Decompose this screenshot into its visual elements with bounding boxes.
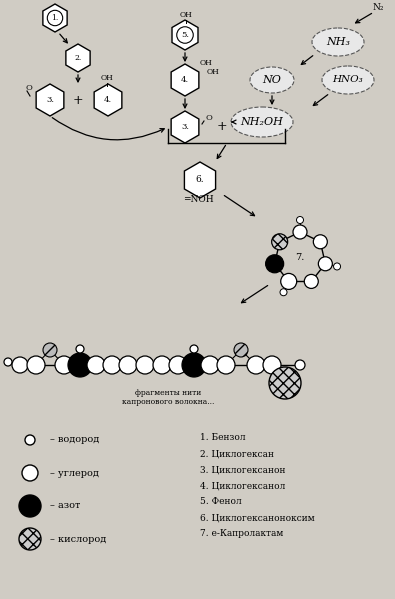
Text: 5.: 5. [181,31,189,39]
Text: капронового волокна...: капронового волокна... [122,398,214,406]
Text: 3. Циклогексанон: 3. Циклогексанон [200,465,286,474]
Text: HNO₃: HNO₃ [333,75,363,84]
Text: NH₂OH: NH₂OH [241,117,284,127]
Text: 4.: 4. [181,76,189,84]
Text: – углерод: – углерод [50,468,99,477]
Circle shape [136,356,154,374]
Text: 1. Бензол: 1. Бензол [200,434,246,443]
Polygon shape [184,162,216,198]
Circle shape [103,356,121,374]
Circle shape [269,367,301,399]
Text: N₂: N₂ [372,4,384,13]
Text: +: + [217,120,227,134]
Circle shape [295,360,305,370]
Ellipse shape [231,107,293,137]
Polygon shape [171,64,199,96]
Polygon shape [66,44,90,72]
Text: OH: OH [101,74,113,82]
Polygon shape [172,20,198,50]
Ellipse shape [322,66,374,94]
Circle shape [22,465,38,481]
Circle shape [318,257,332,271]
Circle shape [19,528,41,550]
Text: 2.: 2. [74,54,82,62]
Circle shape [12,357,28,373]
Text: 7. е-Капролактам: 7. е-Капролактам [200,530,283,539]
Circle shape [263,356,281,374]
Circle shape [201,356,219,374]
Circle shape [169,356,187,374]
Text: – кислород: – кислород [50,534,106,543]
Circle shape [25,435,35,445]
Text: фрагменты нити: фрагменты нити [135,389,201,397]
Circle shape [153,356,171,374]
Circle shape [281,273,297,289]
Text: 5. Фенол: 5. Фенол [200,498,242,507]
Circle shape [76,345,84,353]
Circle shape [119,356,137,374]
Circle shape [266,255,284,273]
Polygon shape [94,84,122,116]
Text: 6.: 6. [196,176,204,184]
Text: 3.: 3. [181,123,189,131]
Circle shape [247,356,265,374]
Circle shape [234,343,248,357]
Text: 7.: 7. [295,253,305,262]
Circle shape [190,345,198,353]
Circle shape [19,495,41,517]
Polygon shape [171,111,199,143]
Polygon shape [36,84,64,116]
Circle shape [182,353,206,377]
Circle shape [333,263,340,270]
Circle shape [87,356,105,374]
Circle shape [272,234,288,250]
Circle shape [280,289,287,296]
Circle shape [313,235,327,249]
Text: 4. Циклогексанол: 4. Циклогексанол [200,482,285,491]
Text: OH: OH [207,68,220,76]
Text: 1.: 1. [51,14,58,22]
Ellipse shape [312,28,364,56]
Text: – азот: – азот [50,501,80,510]
Circle shape [43,343,57,357]
Circle shape [304,274,318,289]
Circle shape [55,356,73,374]
Text: 3.: 3. [46,96,54,104]
Text: OH: OH [200,59,213,67]
Text: O: O [26,84,33,92]
Circle shape [293,225,307,239]
Text: 4.: 4. [104,96,112,104]
Circle shape [68,353,92,377]
Text: 6. Циклогексаноноксим: 6. Циклогексаноноксим [200,513,315,522]
Ellipse shape [250,67,294,93]
Circle shape [27,356,45,374]
Text: O: O [205,114,212,122]
Text: 2. Циклогексан: 2. Циклогексан [200,449,274,458]
Circle shape [4,358,12,366]
Text: +: + [73,93,83,107]
Text: NH₃: NH₃ [326,37,350,47]
Polygon shape [43,4,67,32]
Circle shape [217,356,235,374]
Text: NO: NO [263,75,281,85]
Text: =NOH: =NOH [182,195,213,204]
FancyArrowPatch shape [52,117,164,140]
Circle shape [297,216,303,223]
Text: OH: OH [180,11,192,19]
Text: – водород: – водород [50,435,99,444]
